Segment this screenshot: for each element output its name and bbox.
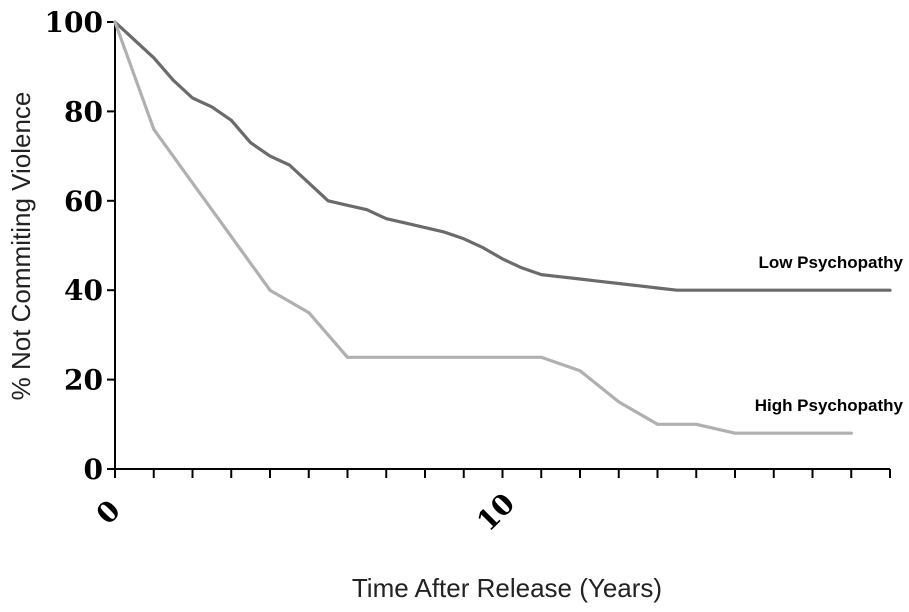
series-label: Low Psychopathy xyxy=(758,253,903,272)
y-tick-label: 100 xyxy=(45,6,103,39)
series-labels: Low Psychopathy High Psychopathy xyxy=(755,253,904,415)
x-ticks: 0 10 xyxy=(90,469,891,538)
y-ticks: 0 20 40 60 80 100 xyxy=(45,6,115,486)
y-tick-label: 60 xyxy=(64,185,103,218)
series-lines xyxy=(113,20,892,435)
y-axis-title: % Not Commiting Violence xyxy=(6,92,36,401)
series-label: High Psychopathy xyxy=(755,396,904,415)
x-axis-title: Time After Release (Years) xyxy=(352,573,662,603)
series-line-low-psychopathy xyxy=(113,20,892,292)
y-tick-label: 20 xyxy=(64,364,103,397)
y-tick-label: 80 xyxy=(64,95,103,128)
x-tick-label: 10 xyxy=(470,487,521,538)
y-tick-label: 40 xyxy=(64,274,103,307)
series-line-high-psychopathy xyxy=(113,20,853,435)
y-tick-label: 0 xyxy=(84,453,103,486)
x-tick-label: 0 xyxy=(90,494,127,531)
